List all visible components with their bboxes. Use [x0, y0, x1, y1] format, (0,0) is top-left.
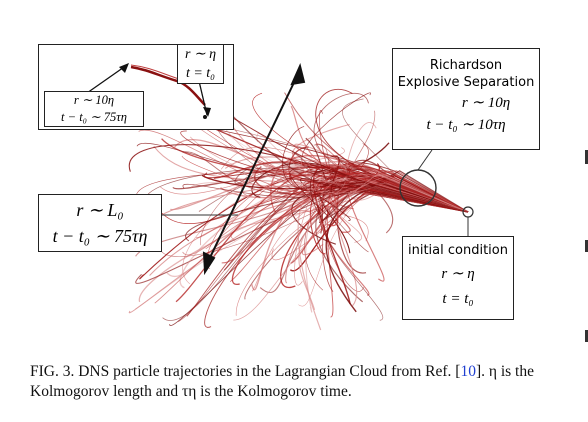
trajectory-line — [329, 170, 469, 213]
large-scale-t: t − t₀ ∼ 75τη — [52, 226, 148, 246]
spread-arrow — [202, 62, 306, 276]
page-edge-mark — [585, 150, 588, 164]
initial-title: initial condition — [408, 243, 508, 258]
caption-prefix: FIG. 3. DNS particle trajectories in the… — [30, 363, 461, 380]
richardson-title-1: Richardson — [429, 58, 503, 73]
trajectory-line — [252, 186, 469, 292]
trajectory-line — [320, 162, 469, 234]
inset-top-labels: r ∼ η t = t₀ — [177, 44, 224, 84]
figure-caption: FIG. 3. DNS particle trajectories in the… — [30, 362, 560, 402]
large-scale-box: r ∼ L₀ t − t₀ ∼ 75τη — [38, 194, 162, 252]
inset-bottom-labels: r ∼ 10η t − t₀ ∼ 75τη — [44, 91, 144, 127]
trajectory-line — [233, 173, 469, 321]
trajectory-line — [317, 180, 469, 213]
trajectory-figure: r ∼ η t = t₀ r ∼ 10η t − t₀ ∼ 75τη r ∼ L… — [38, 44, 540, 331]
richardson-t: t − t₀ ∼ 10τη — [426, 117, 506, 133]
caption-suffix: ]. η is the Kolmogorov length and τη is … — [30, 363, 534, 400]
large-scale-r: r ∼ L₀ — [76, 200, 124, 220]
inset-r-bottom: r ∼ 10η — [73, 93, 115, 107]
page-edge-mark — [585, 330, 588, 342]
trajectory-line — [309, 170, 469, 218]
trajectory-line — [203, 166, 469, 213]
initial-t: t = t₀ — [442, 291, 474, 307]
inset-r-top: r ∼ η — [184, 47, 217, 62]
richardson-r: r ∼ 10η — [461, 95, 511, 111]
caption-ref-link[interactable]: 10 — [460, 363, 476, 380]
trajectory-line — [305, 174, 469, 313]
inset-box: r ∼ η t = t₀ r ∼ 10η t − t₀ ∼ 75τη — [38, 44, 234, 130]
page-edge-mark — [585, 240, 588, 252]
inset-t-top: t = t₀ — [185, 66, 216, 81]
inset-t-bottom: t − t₀ ∼ 75τη — [61, 110, 127, 124]
richardson-box: Richardson Explosive Separation r ∼ 10η … — [392, 48, 540, 150]
trajectory-line — [325, 182, 469, 313]
initial-condition-box: initial condition r ∼ η t = t₀ — [402, 236, 514, 320]
trajectory-line — [186, 165, 469, 317]
initial-r: r ∼ η — [441, 266, 475, 282]
richardson-title-2: Explosive Separation — [397, 75, 535, 90]
trajectory-line — [282, 126, 469, 213]
richardson-leader — [417, 149, 433, 171]
